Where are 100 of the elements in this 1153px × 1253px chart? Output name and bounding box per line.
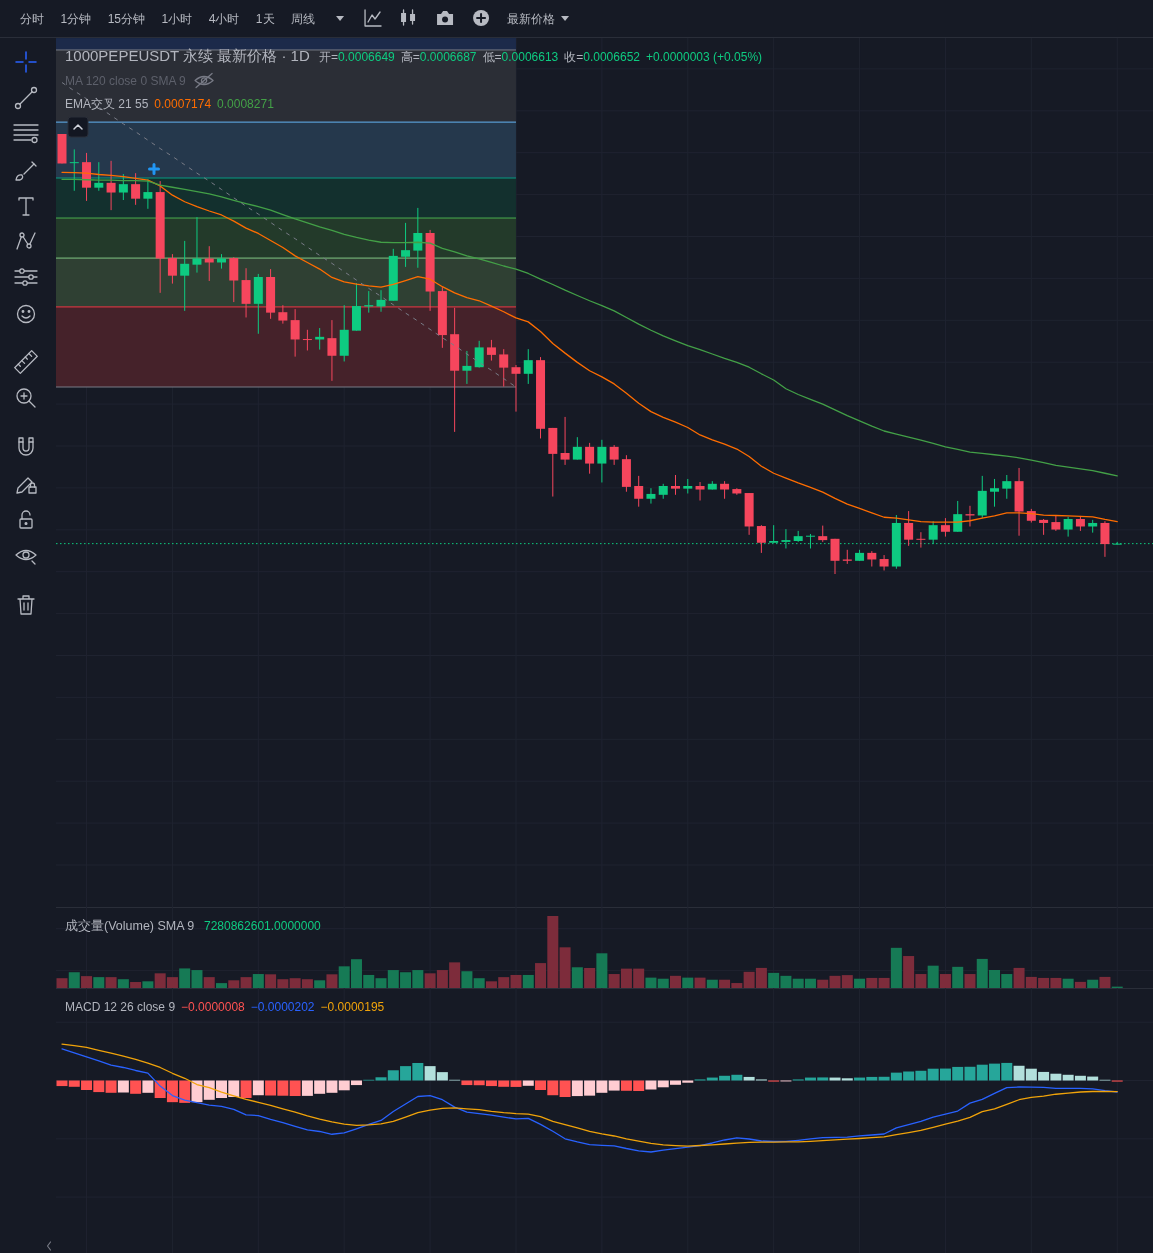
candlestick <box>241 267 251 318</box>
bar <box>645 977 657 988</box>
candlestick <box>118 173 128 201</box>
bar <box>56 978 68 988</box>
bar <box>890 947 902 988</box>
candlestick <box>376 289 386 313</box>
text: 开=0.0006649 <box>319 50 396 64</box>
bar <box>854 978 866 988</box>
candlestick <box>916 531 926 549</box>
text: 4小时 <box>208 11 240 26</box>
candlestick <box>69 148 79 192</box>
text: 分时 <box>20 11 44 26</box>
candlestick <box>302 329 312 351</box>
candlestick <box>499 348 509 388</box>
bar <box>964 974 976 988</box>
candlestick <box>1002 474 1012 500</box>
bar <box>117 979 129 988</box>
bar <box>939 974 951 988</box>
candlestick <box>192 216 202 274</box>
bar <box>952 966 964 988</box>
legend-title: MACD 12 26 close 9 <box>65 1000 176 1014</box>
text: 最新价格 <box>507 11 556 26</box>
bar <box>191 1080 203 1103</box>
bar <box>608 1080 620 1091</box>
legend-title: EMA交叉 21 55 <box>65 97 149 111</box>
candlestick <box>756 524 766 554</box>
candlestick <box>327 319 337 382</box>
candlestick <box>904 510 914 547</box>
candlestick <box>474 340 484 369</box>
bar <box>314 980 326 988</box>
candlestick <box>990 478 1000 508</box>
candlestick <box>671 474 680 496</box>
bar <box>142 1080 154 1093</box>
bar <box>228 980 240 988</box>
bar <box>645 1080 657 1090</box>
candlestick <box>143 178 153 210</box>
bar <box>559 947 571 988</box>
bar <box>105 977 117 988</box>
text: 高=0.0006687 <box>400 50 477 64</box>
text: −0.0000008 <box>181 1000 246 1014</box>
text: 0.0007174 <box>154 97 212 111</box>
bar <box>216 983 228 988</box>
bar <box>326 974 338 988</box>
bar <box>927 965 939 988</box>
bar <box>817 979 829 988</box>
text: 周线 <box>291 11 316 26</box>
bar <box>142 981 154 988</box>
text: −0.0000202 <box>250 1000 315 1014</box>
candlestick <box>940 517 950 538</box>
bar <box>1087 979 1099 988</box>
candlestick <box>229 256 239 303</box>
candlestick <box>401 222 411 268</box>
candlestick <box>646 487 656 505</box>
bar <box>559 1080 571 1098</box>
annotation: 7280862601.0000000 <box>204 919 322 933</box>
bar <box>240 977 252 988</box>
bar <box>571 967 583 988</box>
bar <box>522 974 534 988</box>
candlestick <box>879 554 889 571</box>
bar <box>461 971 473 988</box>
bar <box>473 978 485 988</box>
candlestick <box>290 308 300 358</box>
candlestick <box>1100 520 1110 558</box>
bar <box>522 1080 534 1086</box>
candlestick <box>511 364 521 413</box>
candlestick <box>634 475 644 508</box>
bar <box>117 1080 129 1093</box>
bar <box>1099 976 1111 988</box>
bar <box>240 1080 252 1099</box>
candlestick <box>830 538 840 575</box>
bar <box>682 977 694 988</box>
candlestick <box>167 253 177 285</box>
bar <box>878 977 890 988</box>
chart-title: 成交量(Volume) SMA 9 <box>65 918 195 933</box>
bar <box>289 1080 301 1097</box>
candlestick <box>560 416 570 466</box>
text: 15分钟 <box>107 11 146 26</box>
bar <box>584 967 596 988</box>
bar <box>105 1080 117 1093</box>
candlestick <box>523 348 533 385</box>
bar <box>130 982 142 988</box>
bar <box>203 977 215 988</box>
text: −0.0000195 <box>320 1000 385 1014</box>
candlestick <box>462 350 472 385</box>
bar <box>252 1080 264 1096</box>
candlestick <box>585 442 595 475</box>
bar <box>93 977 105 988</box>
candlestick <box>180 240 190 312</box>
candlestick <box>609 444 619 466</box>
text: 0.0008271 <box>217 97 275 111</box>
chart-title: 1000PEPEUSDT 永续 最新价格 · 1D <box>65 47 310 64</box>
candlestick <box>94 161 104 192</box>
bar <box>670 975 681 988</box>
candlestick <box>106 160 116 211</box>
candlestick <box>1063 516 1073 538</box>
candlestick <box>572 436 582 461</box>
candlestick <box>278 304 288 325</box>
bar <box>596 953 608 988</box>
bar <box>1074 981 1086 988</box>
bar <box>81 976 93 988</box>
